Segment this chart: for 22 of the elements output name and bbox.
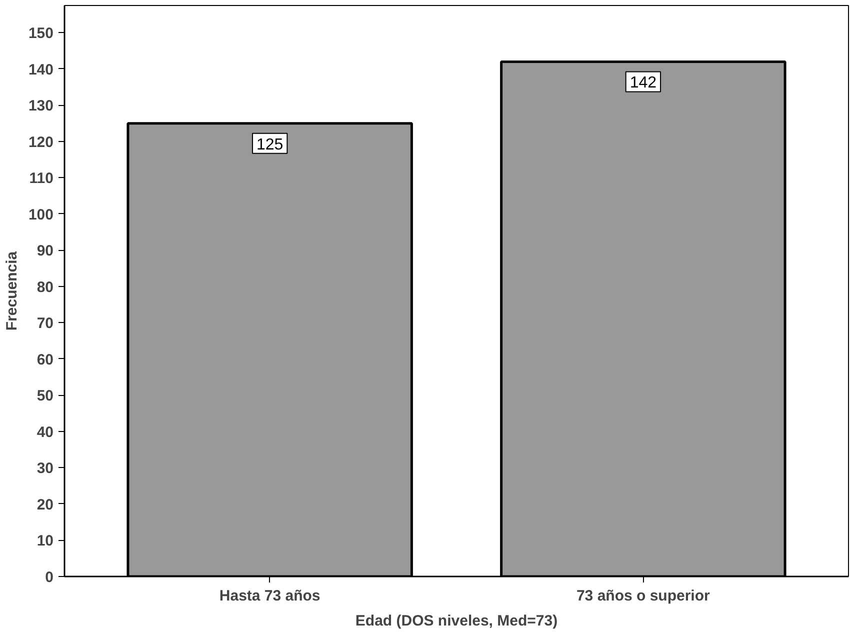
y-tick-label: 40 bbox=[36, 424, 54, 441]
x-axis-title: Edad (DOS niveles, Med=73) bbox=[355, 612, 558, 630]
x-tick-label: Hasta 73 años bbox=[219, 588, 320, 604]
data-label: 125 bbox=[256, 136, 284, 154]
y-tick-label: 90 bbox=[36, 242, 54, 260]
y-tick-label: 130 bbox=[28, 98, 54, 115]
y-tick-label: 50 bbox=[36, 388, 54, 405]
y-tick-label: 120 bbox=[28, 134, 54, 151]
y-tick-label: 100 bbox=[28, 206, 54, 224]
y-tick-label: 20 bbox=[36, 496, 54, 514]
y-tick-label: 60 bbox=[36, 351, 54, 368]
y-tick-label: 30 bbox=[36, 460, 54, 478]
y-tick-label: 80 bbox=[36, 278, 54, 296]
y-tick-label: 150 bbox=[28, 25, 54, 42]
data-label: 142 bbox=[630, 74, 657, 92]
y-tick-label: 110 bbox=[29, 170, 54, 188]
y-tick-label: 0 bbox=[45, 569, 54, 586]
y-axis-title: Frecuencia bbox=[3, 250, 20, 331]
y-tick-label: 10 bbox=[36, 532, 54, 550]
y-tick-label: 70 bbox=[36, 315, 54, 332]
x-tick-label: 73 años o superior bbox=[576, 588, 710, 604]
y-tick-label: 140 bbox=[28, 61, 54, 78]
